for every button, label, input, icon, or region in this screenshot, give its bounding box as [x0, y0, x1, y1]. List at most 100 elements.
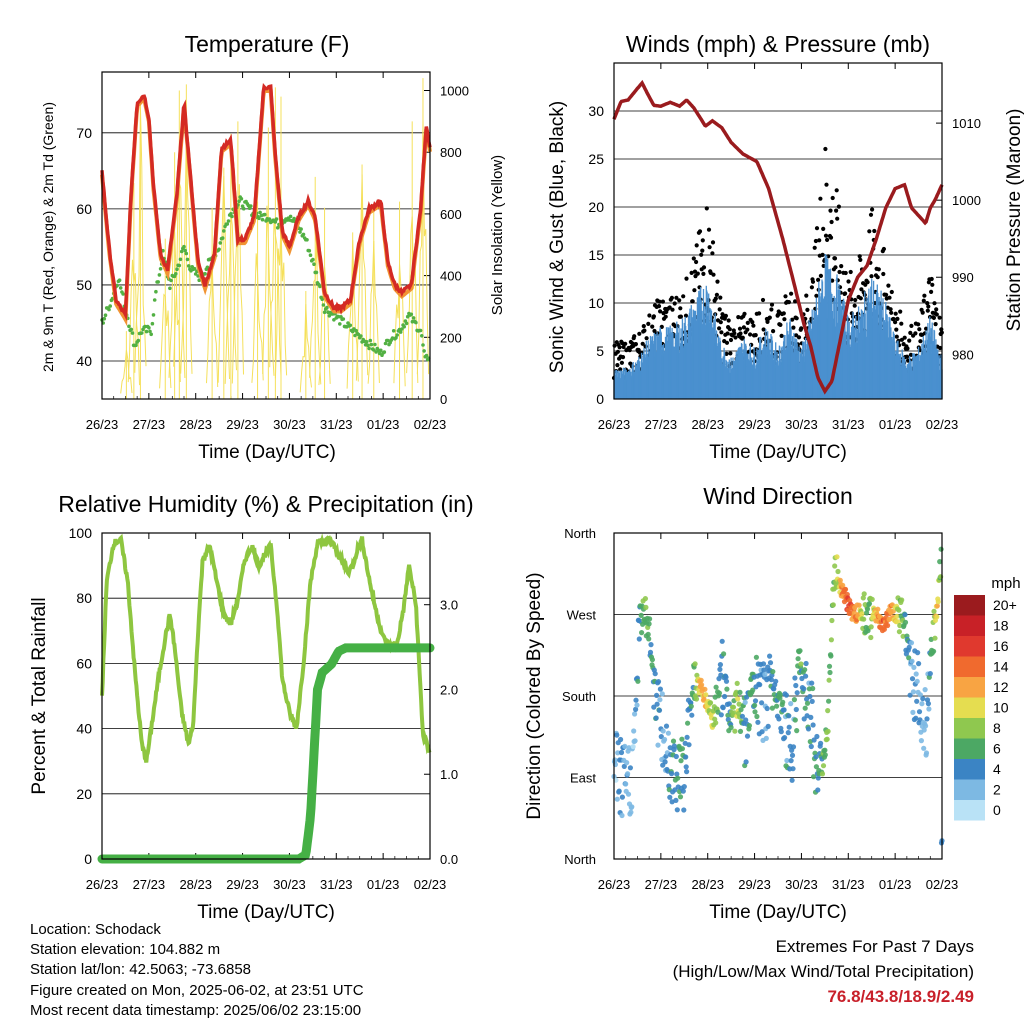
gust-point	[701, 271, 706, 276]
gust-point	[692, 288, 697, 293]
y-tick-label: 40	[76, 353, 92, 369]
direction-point	[669, 771, 675, 777]
dewpoint-point	[322, 310, 327, 315]
direction-point	[792, 717, 798, 723]
gust-point	[677, 298, 682, 303]
direction-point	[916, 709, 923, 715]
temperature-ylabel-left: 2m & 9m T (Red, Orange) & 2m Td (Green)	[40, 102, 56, 372]
direction-point	[809, 698, 815, 705]
gust-point	[828, 235, 834, 240]
direction-point	[632, 711, 638, 717]
dewpoint-point	[341, 317, 346, 321]
dewpoint-point	[249, 204, 253, 208]
x-tick-label: 26/23	[598, 417, 631, 432]
direction-point	[688, 703, 694, 709]
colorbar-swatch	[954, 615, 985, 636]
gust-point	[825, 237, 830, 242]
x-tick-label: 28/23	[179, 417, 212, 432]
figure-created: Figure created on Mon, 2025-06-02, at 23…	[30, 981, 364, 999]
direction-point	[701, 696, 707, 703]
direction-point	[881, 626, 888, 632]
direction-point	[789, 777, 795, 783]
y-tick-label: 70	[76, 125, 92, 141]
plot-border	[613, 532, 943, 860]
gust-point	[717, 326, 722, 331]
direction-point	[619, 812, 625, 819]
direction-point	[916, 661, 922, 667]
humidity-panel: Relative Humidity (%) & Precipitation (i…	[29, 491, 474, 923]
y-tick-label: 60	[76, 201, 92, 217]
direction-point	[654, 701, 660, 707]
gust-point	[867, 229, 872, 234]
gust-point	[674, 295, 679, 300]
direction-point	[681, 807, 687, 813]
direction-point	[856, 602, 862, 608]
direction-point	[652, 671, 658, 677]
dewpoint-point	[103, 313, 108, 318]
direction-point	[813, 754, 819, 760]
dewpoint-point	[364, 340, 369, 344]
direction-point	[657, 697, 663, 703]
direction-point	[723, 674, 729, 680]
gust-point	[876, 267, 881, 272]
y-tick-label: South	[562, 689, 596, 704]
direction-point	[713, 684, 719, 690]
gust-point	[894, 334, 899, 339]
gust-point	[846, 279, 851, 284]
winds-panel: Winds (mph) & Pressure (mb) Sonic Wind &…	[547, 31, 1024, 463]
gust-point	[697, 229, 703, 234]
direction-point	[899, 597, 905, 603]
gust-point	[623, 341, 628, 346]
direction-point	[635, 678, 641, 684]
winds-xlabel: Time (Day/UTC)	[709, 442, 847, 463]
gust-point	[818, 196, 823, 201]
temperature-ylabel-right: Solar Insolation (Yellow)	[489, 155, 506, 315]
gust-point	[894, 327, 899, 332]
y-tick-label: 20	[76, 786, 92, 802]
direction-point	[702, 686, 708, 692]
dewpoint-point	[288, 214, 293, 219]
direction-point	[680, 788, 686, 794]
x-tick-label: 29/23	[226, 877, 259, 892]
dewpoint-point	[421, 343, 425, 347]
direction-point	[683, 764, 689, 770]
direction-point	[864, 606, 871, 612]
gust-point	[701, 265, 707, 270]
gust-point	[858, 257, 863, 262]
gust-point	[753, 333, 758, 338]
gust-point	[812, 245, 817, 250]
winds-ylabel-right: Station Pressure (Maroon)	[1004, 109, 1024, 332]
gust-point	[660, 299, 666, 304]
dewpoint-point	[151, 313, 156, 317]
direction-point	[804, 700, 811, 706]
dewpoint-point	[179, 249, 184, 254]
gust-point	[920, 310, 925, 315]
gust-point	[646, 321, 651, 326]
dewpoint-point	[158, 267, 163, 271]
gust-point	[678, 306, 683, 311]
direction-point	[665, 730, 672, 736]
direction-point	[770, 669, 776, 675]
gust-point	[908, 330, 913, 335]
dewpoint-point	[157, 273, 162, 277]
gust-point	[820, 252, 825, 257]
y2-tick-label: 3.0	[440, 598, 458, 613]
gust-point	[678, 314, 684, 319]
dewpoint-point	[420, 334, 424, 338]
y2-tick-label: 0.0	[440, 852, 458, 867]
humidity-ylabel-left: Percent & Total Rainfall	[29, 597, 50, 794]
gust-point	[813, 238, 819, 244]
x-tick-label: 30/23	[785, 877, 818, 892]
gust-point	[669, 295, 675, 300]
y2-tick-label: 1.0	[440, 767, 458, 782]
direction-point	[813, 764, 820, 770]
direction-point	[762, 671, 768, 678]
direction-point	[752, 698, 759, 704]
direction-point	[674, 771, 680, 777]
direction-point	[875, 606, 881, 612]
colorbar-label: 8	[993, 720, 1001, 736]
dewpoint-point	[346, 321, 350, 325]
gust-point	[810, 279, 816, 284]
gust-point	[893, 320, 898, 325]
gust-point	[656, 304, 662, 309]
